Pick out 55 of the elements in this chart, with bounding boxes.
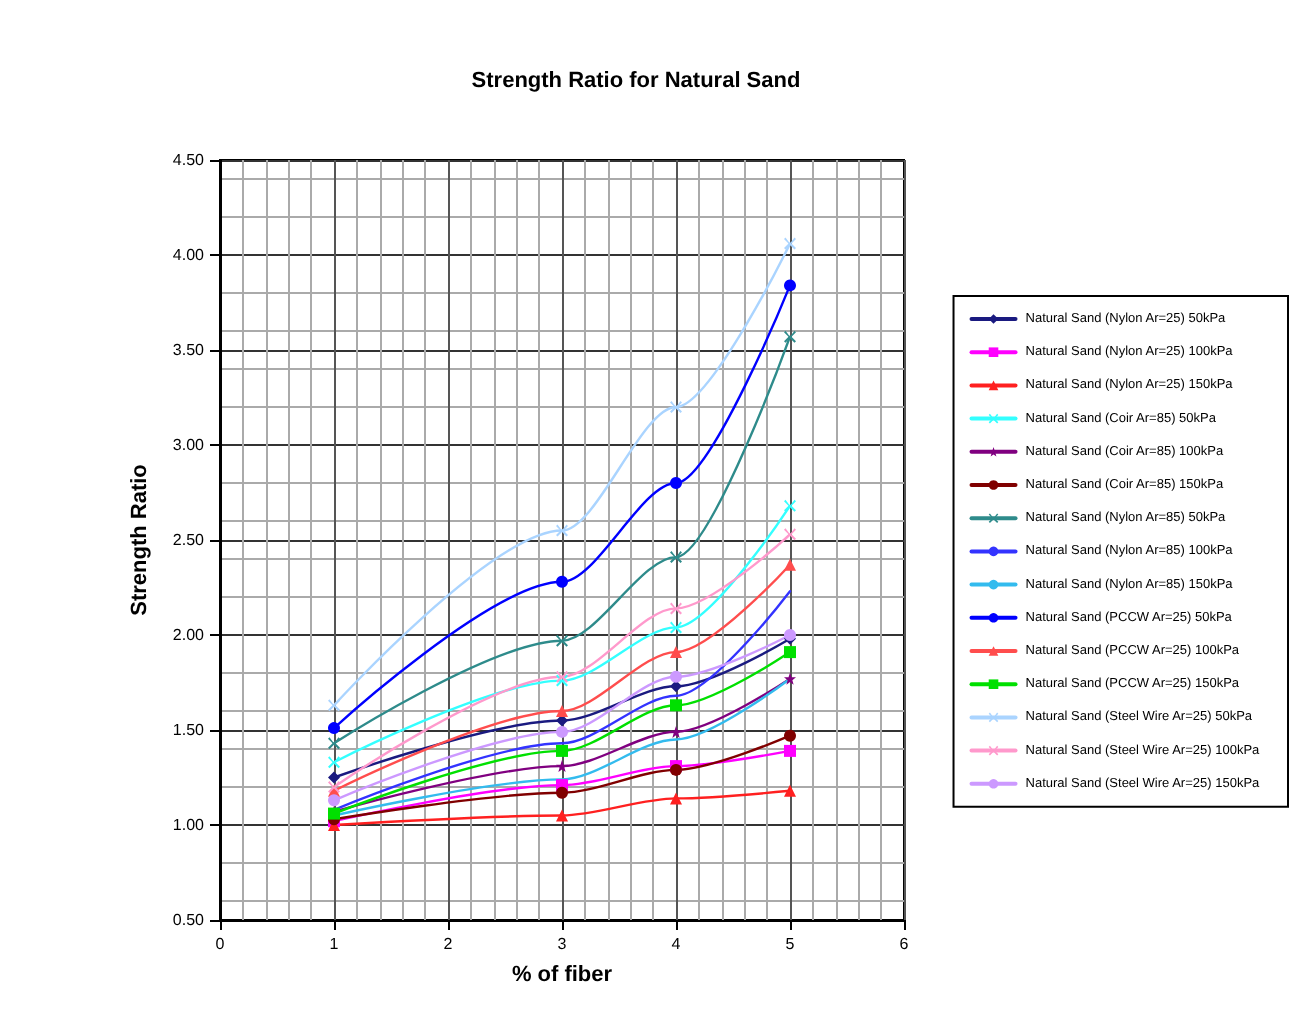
point (328, 771, 340, 784)
point (784, 729, 796, 742)
point (328, 737, 340, 750)
point (670, 401, 682, 413)
point (784, 558, 796, 571)
point (328, 722, 340, 735)
point (670, 477, 682, 489)
x-tick-label: 5 (785, 935, 796, 953)
y-tick-label: 4.00 (172, 246, 206, 264)
point (556, 809, 568, 822)
x-axis-title: % of fiber (511, 963, 614, 987)
point (556, 760, 568, 773)
point (784, 528, 796, 541)
chart-title: Strength Ratio for Natural Sand (471, 69, 801, 93)
point (784, 672, 796, 685)
y-tick-label: 0.50 (172, 911, 206, 929)
point (670, 602, 682, 615)
point (784, 279, 796, 292)
point (556, 725, 568, 738)
y-tick-label: 4.50 (172, 151, 206, 169)
x-tick-label: 3 (557, 935, 568, 953)
point (670, 621, 682, 634)
y-tick-label: 1.50 (172, 721, 206, 739)
y-axis-title: Strength Ratio (128, 463, 153, 616)
x-tick-label: 0 (215, 935, 226, 953)
point (670, 551, 682, 564)
x-tick-label: 4 (671, 935, 682, 953)
point (556, 744, 568, 757)
point (328, 794, 340, 807)
point (670, 699, 682, 712)
point (556, 786, 568, 799)
point (670, 646, 682, 659)
point (784, 744, 796, 757)
y-tick-label: 2.50 (172, 531, 206, 549)
point (328, 699, 340, 712)
y-tick-label: 3.50 (172, 341, 206, 359)
point (784, 499, 796, 512)
y-tick-label: 3.00 (172, 436, 206, 454)
point (556, 634, 568, 647)
point (784, 646, 796, 659)
point (670, 725, 682, 738)
y-tick-label: 2.00 (172, 626, 206, 644)
point (670, 670, 682, 683)
x-tick-label: 6 (899, 935, 910, 953)
point (670, 792, 682, 805)
point (556, 705, 568, 717)
point (784, 784, 796, 797)
point (328, 756, 340, 769)
x-tick-label: 2 (443, 935, 454, 953)
point (556, 524, 568, 537)
point (784, 330, 796, 343)
point (784, 237, 796, 250)
x-tick-label: 1 (329, 935, 340, 953)
point (556, 575, 568, 588)
y-tick-label: 1.00 (172, 816, 206, 834)
